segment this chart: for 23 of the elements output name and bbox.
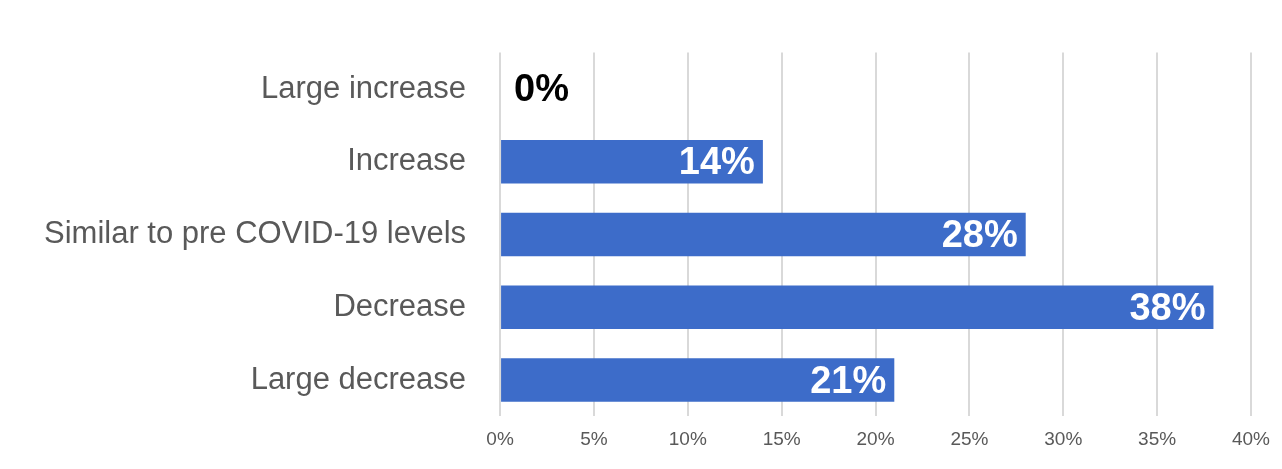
data-label: 0% <box>514 67 569 110</box>
x-tick-label: 25% <box>950 428 989 450</box>
y-tick-label: Large decrease <box>250 360 467 396</box>
x-tick-label: 30% <box>1044 428 1083 450</box>
y-tick-label: Decrease <box>333 287 467 323</box>
data-label: 38% <box>1129 285 1206 328</box>
x-tick-label: 0% <box>486 428 514 450</box>
bar <box>501 139 763 184</box>
x-tick-label: 35% <box>1138 428 1177 450</box>
x-tick-label: 15% <box>762 428 801 450</box>
data-label: 28% <box>941 212 1018 255</box>
y-tick-label: Large increase <box>260 69 467 105</box>
x-tick-label: 40% <box>1231 428 1271 450</box>
x-tick-label: 10% <box>668 428 707 450</box>
data-label: 21% <box>810 358 887 401</box>
bar <box>501 212 1026 257</box>
x-tick-label: 5% <box>580 428 608 450</box>
y-tick-label: Increase <box>347 142 467 178</box>
bar <box>501 285 1214 330</box>
data-label: 14% <box>678 140 755 183</box>
y-tick-label: Similar to pre COVID-19 levels <box>43 215 467 251</box>
bar <box>501 358 895 402</box>
x-tick-label: 20% <box>856 428 895 450</box>
